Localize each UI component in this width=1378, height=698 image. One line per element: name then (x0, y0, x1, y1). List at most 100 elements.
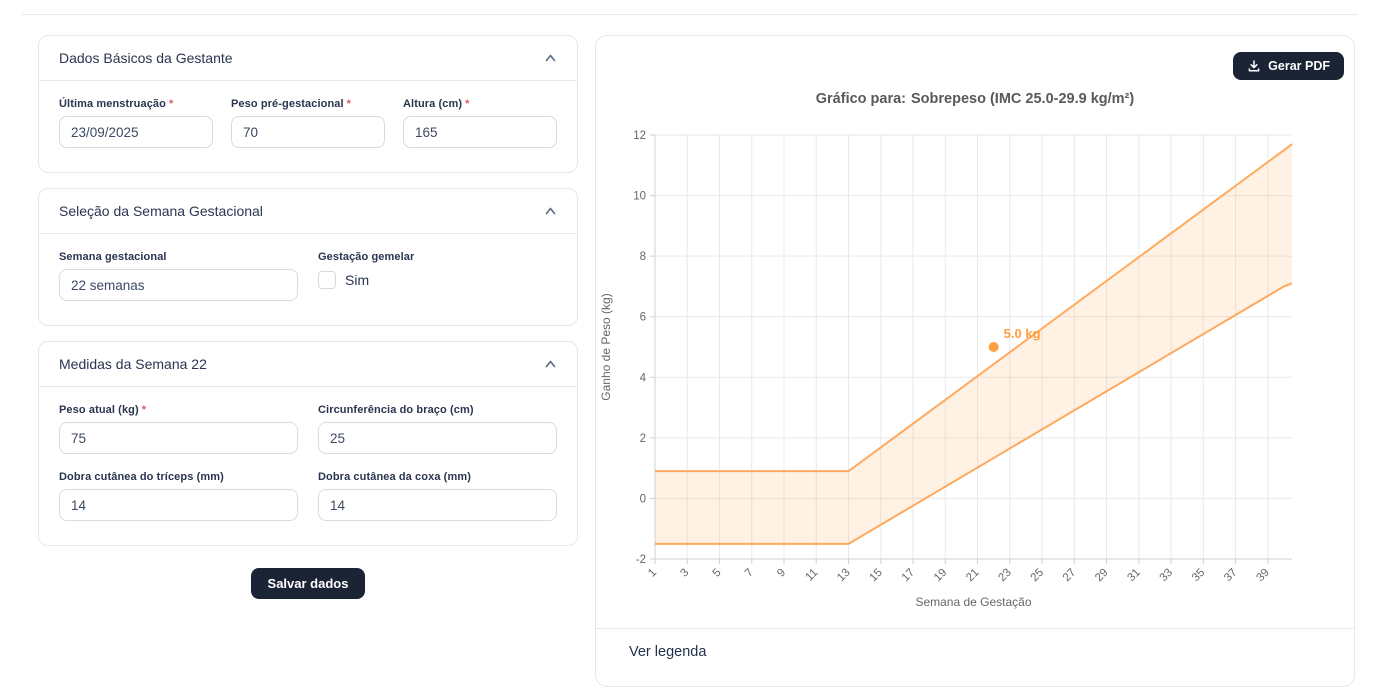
band-lower-line (655, 282, 1293, 545)
recommended-band-fill (655, 144, 1292, 544)
field-current-weight: Peso atual (kg) * (59, 404, 298, 454)
current-weight-label: Peso atual (kg) * (59, 404, 147, 416)
panel-week-selection-header[interactable]: Seleção da Semana Gestacional (39, 189, 577, 234)
svg-text:12: 12 (633, 130, 646, 142)
svg-text:0: 0 (640, 493, 646, 505)
panel-basic-data-header[interactable]: Dados Básicos da Gestante (39, 36, 577, 81)
thigh-skinfold-label: Dobra cutânea da coxa (mm) (318, 471, 471, 483)
band-upper-line (655, 143, 1293, 473)
svg-text:23: 23 (996, 567, 1014, 585)
field-twin-pregnancy: Gestação gemelar Sim (318, 251, 557, 301)
field-triceps-skinfold: Dobra cutânea do tríceps (mm) (59, 471, 298, 521)
gestational-week-input[interactable] (59, 269, 298, 301)
svg-text:21: 21 (964, 567, 982, 585)
arm-circumference-label: Circunferência do braço (cm) (318, 404, 474, 416)
twin-checkbox[interactable] (318, 271, 336, 289)
panel-basic-data: Dados Básicos da Gestante Última menstru… (38, 35, 578, 173)
svg-text:7: 7 (743, 567, 756, 580)
chart-title: Gráfico para: Sobrepeso (IMC 25.0-29.9 kg… (596, 91, 1354, 107)
panel-week-measures-header[interactable]: Medidas da Semana 22 (39, 342, 577, 387)
prepregnancy-weight-label: Peso pré-gestacional * (231, 98, 352, 110)
form-column: Dados Básicos da Gestante Última menstru… (38, 35, 578, 687)
field-last-period: Última menstruação * (59, 98, 213, 148)
svg-text:1: 1 (646, 567, 659, 580)
svg-text:31: 31 (1125, 567, 1143, 585)
panel-week-selection: Seleção da Semana Gestacional Semana ges… (38, 188, 578, 326)
chart-title-prefix: Gráfico para: (815, 91, 907, 107)
gestational-week-label: Semana gestacional (59, 251, 167, 263)
chevron-up-icon[interactable] (544, 52, 557, 65)
top-divider (22, 14, 1358, 15)
svg-text:37: 37 (1222, 567, 1240, 585)
field-thigh-skinfold: Dobra cutânea da coxa (mm) (318, 471, 557, 521)
height-label: Altura (cm) * (403, 98, 470, 110)
prepregnancy-weight-input[interactable] (231, 116, 385, 148)
panel-title: Dados Básicos da Gestante (59, 50, 233, 66)
twin-checkbox-row: Sim (318, 271, 557, 289)
svg-text:33: 33 (1158, 567, 1176, 585)
last-period-label: Última menstruação * (59, 98, 174, 110)
svg-text:15: 15 (867, 567, 885, 585)
y-axis-title: Ganho de Peso (kg) (599, 293, 613, 400)
triceps-skinfold-label: Dobra cutânea do tríceps (mm) (59, 471, 224, 483)
svg-text:2: 2 (640, 433, 646, 445)
panel-week-selection-body: Semana gestacional Gestação gemelar Sim (39, 234, 577, 325)
field-height: Altura (cm) * (403, 98, 557, 148)
svg-text:19: 19 (932, 567, 950, 585)
chevron-up-icon[interactable] (544, 205, 557, 218)
thigh-skinfold-input[interactable] (318, 489, 557, 521)
main-layout: Dados Básicos da Gestante Última menstru… (38, 35, 1355, 687)
panel-title: Seleção da Semana Gestacional (59, 203, 263, 219)
svg-text:27: 27 (1061, 567, 1079, 585)
svg-text:11: 11 (803, 567, 820, 584)
current-weight-input[interactable] (59, 422, 298, 454)
field-arm-circumference: Circunferência do braço (cm) (318, 404, 557, 454)
required-asterisk: * (465, 98, 470, 110)
save-data-button[interactable]: Salvar dados (250, 568, 366, 599)
twin-pregnancy-label: Gestação gemelar (318, 251, 415, 263)
x-axis-title: Semana de Gestação (915, 595, 1031, 609)
gridlines (654, 134, 1292, 560)
svg-text:25: 25 (1029, 567, 1047, 585)
chevron-up-icon[interactable] (544, 358, 557, 371)
svg-text:6: 6 (640, 312, 646, 324)
svg-text:3: 3 (678, 567, 691, 580)
required-asterisk: * (346, 98, 352, 110)
triceps-skinfold-input[interactable] (59, 489, 298, 521)
weight-gain-point[interactable] (988, 342, 999, 352)
svg-text:4: 4 (640, 372, 647, 384)
svg-text:29: 29 (1093, 567, 1111, 585)
required-asterisk: * (168, 98, 174, 110)
chart-panel: Gerar PDF Gráfico para: Sobrepeso (IMC 25… (595, 35, 1355, 687)
generate-pdf-label: Gerar PDF (1268, 59, 1330, 73)
axes (650, 134, 1292, 564)
twin-checkbox-text[interactable]: Sim (345, 272, 370, 288)
arm-circumference-input[interactable] (318, 422, 557, 454)
weight-gain-point-label: 5.0 kg (1004, 326, 1041, 341)
svg-text:9: 9 (775, 567, 788, 580)
svg-text:8: 8 (640, 251, 646, 263)
height-input[interactable] (403, 116, 557, 148)
field-gestational-week: Semana gestacional (59, 251, 298, 301)
last-period-input[interactable] (59, 116, 213, 148)
panel-week-measures: Medidas da Semana 22 Peso atual (kg)* Ci… (38, 341, 578, 546)
legend-divider (596, 628, 1354, 629)
svg-text:5: 5 (711, 567, 724, 580)
download-icon (1248, 60, 1260, 72)
required-asterisk: * (141, 404, 147, 416)
pdf-button-row: Gerar PDF (596, 36, 1354, 80)
svg-text:13: 13 (835, 567, 853, 585)
generate-pdf-button[interactable]: Gerar PDF (1233, 52, 1344, 80)
svg-text:17: 17 (900, 567, 918, 585)
svg-text:35: 35 (1190, 567, 1208, 585)
svg-text:10: 10 (633, 191, 646, 203)
panel-week-measures-body: Peso atual (kg)* Circunferência do braço… (39, 387, 577, 545)
field-prepregnancy-weight: Peso pré-gestacional * (231, 98, 385, 148)
panel-title: Medidas da Semana 22 (59, 356, 207, 372)
svg-text:-2: -2 (636, 554, 646, 566)
panel-basic-data-body: Última menstruação* Peso pré-gestacional… (39, 81, 577, 172)
legend-toggle[interactable]: Ver legenda (629, 644, 707, 660)
svg-text:39: 39 (1254, 567, 1272, 585)
chart-title-value: Sobrepeso (IMC 25.0-29.9 kg/m²) (911, 91, 1135, 107)
